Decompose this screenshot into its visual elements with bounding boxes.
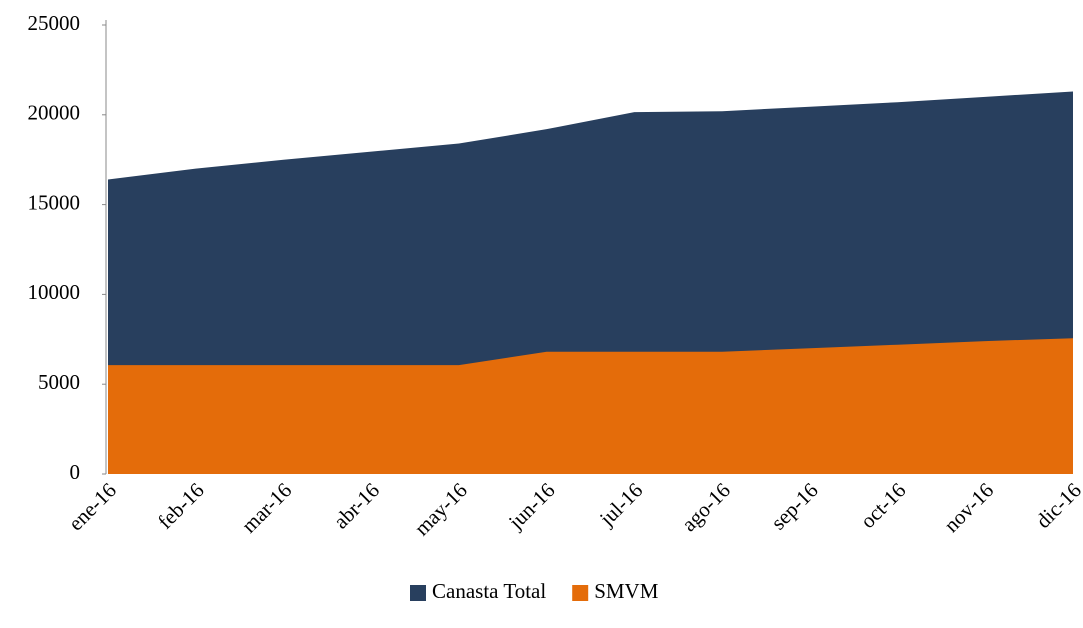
x-tick-label: mar-16 bbox=[237, 478, 297, 538]
x-tick-label: jul-16 bbox=[594, 478, 647, 531]
y-tick-label: 20000 bbox=[28, 101, 81, 125]
x-tick-label: ago-16 bbox=[677, 478, 735, 536]
x-tick-label: nov-16 bbox=[939, 478, 998, 537]
x-tick-label: dic-16 bbox=[1031, 478, 1083, 533]
x-tick-label: may-16 bbox=[410, 478, 472, 540]
area bbox=[108, 338, 1073, 474]
y-tick-label: 5000 bbox=[38, 370, 80, 394]
x-tick-label: ene-16 bbox=[64, 478, 121, 535]
y-tick-label: 10000 bbox=[28, 280, 81, 304]
x-tick-label: abr-16 bbox=[329, 478, 384, 533]
x-tick-label: sep-16 bbox=[766, 478, 823, 535]
x-tick-label: jun-16 bbox=[503, 478, 559, 534]
legend-swatch bbox=[410, 585, 426, 601]
x-tick-label: oct-16 bbox=[856, 478, 911, 533]
y-tick-label: 0 bbox=[70, 460, 81, 484]
y-tick-label: 15000 bbox=[28, 190, 81, 214]
legend-swatch bbox=[572, 585, 589, 601]
x-tick-label: feb-16 bbox=[153, 478, 209, 534]
legend-label: Canasta Total bbox=[432, 579, 546, 603]
y-tick-label: 25000 bbox=[28, 11, 81, 35]
legend-label: SMVM bbox=[594, 579, 659, 603]
